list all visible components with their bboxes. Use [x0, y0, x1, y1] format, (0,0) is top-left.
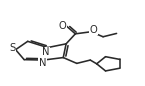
Text: N: N [39, 58, 46, 68]
Text: O: O [58, 21, 66, 31]
Text: S: S [9, 43, 15, 53]
Text: N: N [42, 47, 49, 57]
Text: O: O [90, 25, 97, 35]
